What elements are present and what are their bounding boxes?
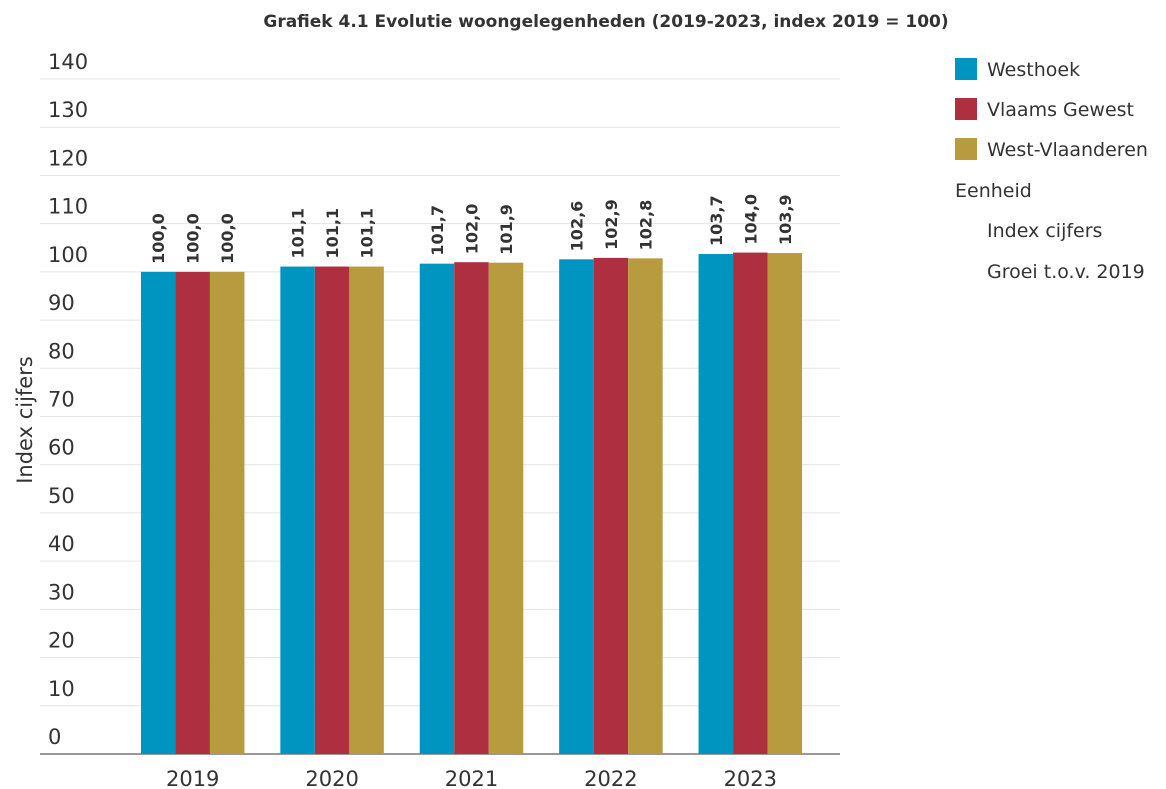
legend-label: Westhoek: [987, 59, 1080, 81]
y-tick-label: 0: [48, 725, 61, 749]
bar: [175, 271, 210, 754]
unit-option: Groei t.o.v. 2019: [987, 261, 1145, 283]
data-label: 102,8: [636, 200, 655, 251]
data-label: 101,1: [358, 208, 377, 259]
y-tick-label: 100: [48, 243, 88, 267]
x-tick-label: 2023: [724, 767, 777, 789]
legend-swatch: [955, 58, 977, 80]
bar: [559, 259, 594, 754]
bar: [419, 263, 455, 754]
y-tick-label: 110: [48, 195, 88, 219]
legend-title: Eenheid: [955, 180, 1032, 202]
bar: [628, 258, 663, 754]
y-tick-label: 140: [48, 50, 88, 74]
bar: [209, 271, 245, 754]
legend-label: West-Vlaanderen: [987, 139, 1148, 161]
data-label: 101,9: [497, 204, 516, 255]
x-tick-label: 2022: [584, 767, 637, 789]
data-label: 103,9: [776, 194, 795, 245]
legend-swatch: [955, 138, 977, 160]
bar: [593, 257, 629, 754]
legend-swatch: [955, 98, 977, 120]
legend-label: Vlaams Gewest: [987, 99, 1134, 121]
y-tick-label: 120: [48, 146, 88, 170]
data-label: 101,1: [323, 208, 342, 259]
data-label: 102,0: [463, 204, 482, 255]
y-tick-label: 50: [48, 484, 75, 508]
bar: [314, 266, 350, 754]
data-label: 101,1: [289, 208, 308, 259]
data-label: 100,0: [184, 213, 203, 264]
y-tick-label: 80: [48, 339, 75, 363]
y-tick-label: 40: [48, 532, 75, 556]
bar: [280, 266, 315, 754]
bar: [349, 266, 384, 754]
data-label: 100,0: [149, 213, 168, 264]
y-tick-label: 70: [48, 388, 75, 412]
data-label: 102,9: [602, 199, 621, 250]
bar: [767, 253, 803, 754]
y-axis-label: Index cijfers: [13, 356, 37, 484]
y-tick-label: 60: [48, 436, 75, 460]
data-label: 103,7: [707, 195, 726, 246]
bar: [454, 262, 489, 754]
y-tick-label: 90: [48, 291, 75, 315]
data-label: 100,0: [218, 213, 237, 264]
y-tick-label: 130: [48, 98, 88, 122]
x-tick-label: 2020: [305, 767, 358, 789]
data-label: 104,0: [741, 194, 760, 245]
bar: [733, 252, 768, 755]
x-tick-label: 2019: [166, 767, 219, 789]
data-label: 101,7: [428, 205, 447, 256]
bar: [488, 262, 524, 754]
bar: [140, 271, 176, 754]
bar: [698, 254, 734, 754]
y-tick-label: 20: [48, 629, 75, 653]
y-tick-label: 30: [48, 580, 75, 604]
data-label: 102,6: [567, 201, 586, 252]
unit-option: Index cijfers: [987, 220, 1102, 242]
x-tick-label: 2021: [445, 767, 498, 789]
chart-title: Grafiek 4.1 Evolutie woongelegenheden (2…: [263, 12, 948, 32]
y-tick-label: 10: [48, 677, 75, 701]
